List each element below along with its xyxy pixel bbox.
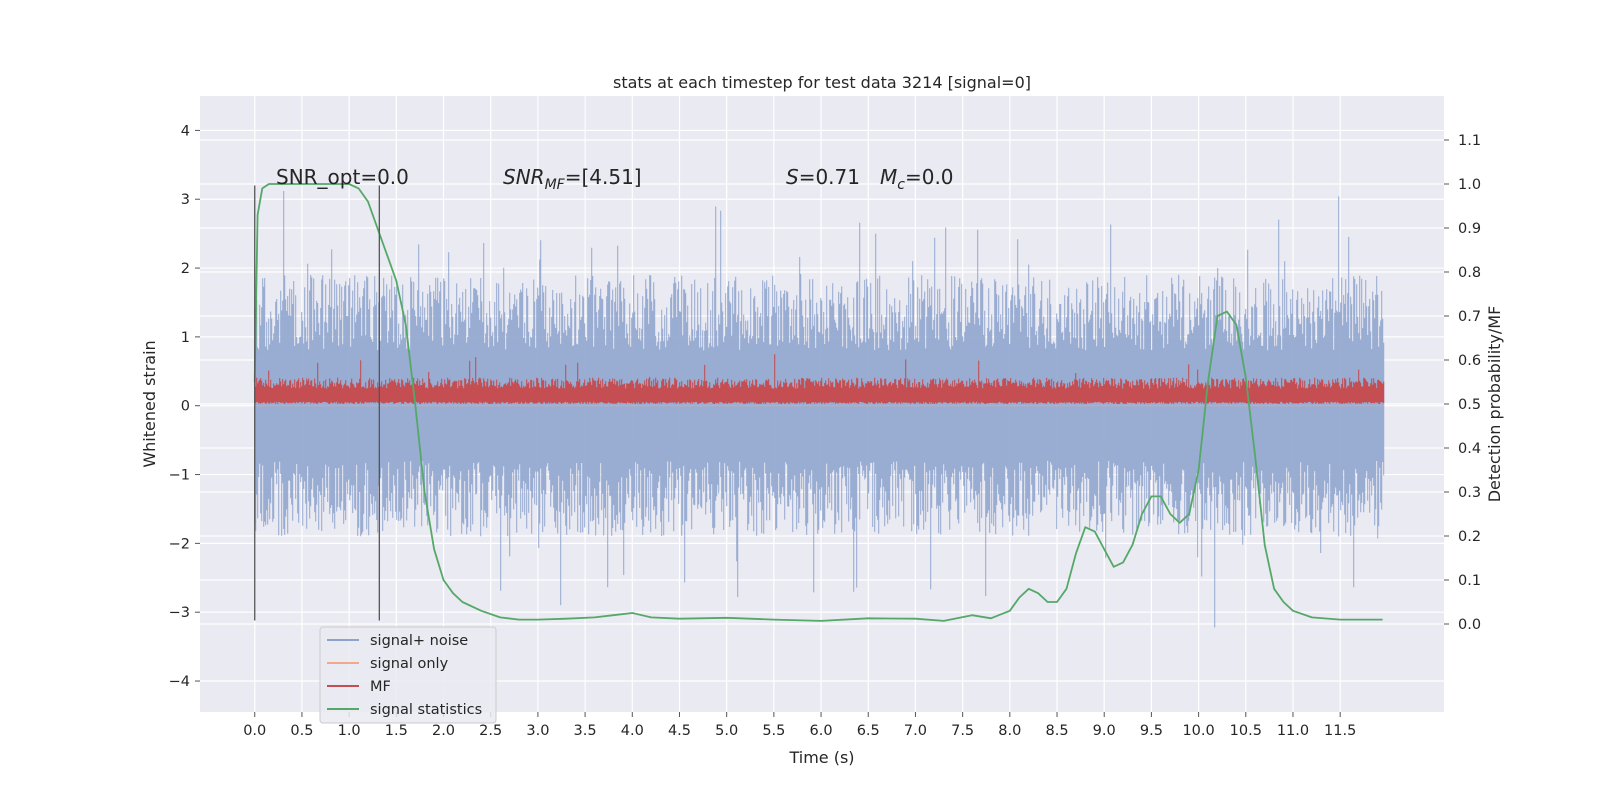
x-tick-label: 4.5 xyxy=(668,723,691,739)
x-tick-label: 5.5 xyxy=(762,723,785,739)
x-tick-label: 2.5 xyxy=(479,723,502,739)
x-tick-label: 9.0 xyxy=(1093,723,1116,739)
y2-tick-label: 0.6 xyxy=(1458,353,1481,369)
y2-tick-label: 0.5 xyxy=(1458,397,1481,413)
x-tick-label: 0.0 xyxy=(243,723,266,739)
y-tick-label: 4 xyxy=(181,123,190,139)
mc-value: =0.0 xyxy=(905,165,954,189)
chart-title: stats at each timestep for test data 321… xyxy=(613,73,1031,92)
annotations: SNR_opt=0.0 SNRMF=[4.51] S=0.71 Mc=0.0 xyxy=(276,165,954,193)
x-tick-label: 9.5 xyxy=(1140,723,1163,739)
x-tick-label: 11.0 xyxy=(1277,723,1309,739)
legend: signal+ noise signal only MF signal stat… xyxy=(319,626,497,724)
y-tick-label: 1 xyxy=(181,330,190,346)
y2-tick-label: 0.7 xyxy=(1458,309,1481,325)
signal-statistics-series xyxy=(253,183,1383,622)
x-tick-label: 10.5 xyxy=(1230,723,1262,739)
y2-axis-title: Detection probability/MF xyxy=(1485,306,1504,503)
x-tick-label: 7.0 xyxy=(904,723,927,739)
mc-symbol: M xyxy=(880,165,897,189)
vlines xyxy=(254,185,380,621)
y2-tick-label: 0.1 xyxy=(1458,573,1481,589)
snr-mf-value: =[4.51] xyxy=(565,165,642,189)
y-tick-label: −2 xyxy=(169,536,190,552)
x-tick-label: 1.5 xyxy=(385,723,408,739)
x-tick-label: 4.0 xyxy=(621,723,644,739)
y-tick-label: 2 xyxy=(181,261,190,277)
x-tick-label: 5.0 xyxy=(715,723,738,739)
annotation-snr-opt: SNR_opt=0.0 xyxy=(276,165,409,189)
y2-tick-label: 0.3 xyxy=(1458,485,1481,501)
annotation-snr-mf: SNRMF=[4.51] xyxy=(503,165,642,193)
y2-tick-label: 0.0 xyxy=(1458,617,1481,633)
annotation-mc: Mc=0.0 xyxy=(880,165,954,193)
y-axis-title: Whitened strain xyxy=(140,340,159,467)
y-tick-label: −3 xyxy=(169,605,190,621)
snr-mf-subscript: MF xyxy=(545,177,566,193)
x-tick-label: 0.5 xyxy=(290,723,313,739)
mc-subscript: c xyxy=(897,177,905,193)
y2-tick-label: 0.2 xyxy=(1458,529,1481,545)
x-tick-label: 8.5 xyxy=(1045,723,1068,739)
x-axis-title: Time (s) xyxy=(788,748,854,767)
legend-label-signal-statistics: signal statistics xyxy=(370,702,482,718)
legend-box xyxy=(319,626,497,724)
y2-tick-label: 1.0 xyxy=(1458,177,1481,193)
y2-tick-label: 0.8 xyxy=(1458,265,1481,281)
x-tick-label: 8.0 xyxy=(998,723,1021,739)
x-tick-label: 6.0 xyxy=(810,723,833,739)
y2-tick-label: 1.1 xyxy=(1458,133,1481,149)
legend-label-signal-only: signal only xyxy=(370,656,449,672)
x-tick-label: 2.0 xyxy=(432,723,455,739)
signal-statistics-line xyxy=(253,183,1383,622)
x-tick-label: 11.5 xyxy=(1324,723,1356,739)
y2-tick-label: 0.9 xyxy=(1458,221,1481,237)
y-tick-label: 0 xyxy=(181,399,190,415)
legend-label-signal-noise: signal+ noise xyxy=(370,633,468,649)
y-tick-label: 3 xyxy=(181,192,190,208)
legend-label-mf: MF xyxy=(370,679,391,695)
x-tick-label: 10.0 xyxy=(1182,723,1214,739)
x-tick-label: 1.0 xyxy=(338,723,361,739)
s-value: =0.71 xyxy=(799,165,860,189)
y2-tick-label: 0.4 xyxy=(1458,441,1481,457)
x-tick-label: 3.5 xyxy=(574,723,597,739)
s-symbol: S xyxy=(786,165,799,189)
annotation-s: S=0.71 xyxy=(786,165,860,189)
ticks: 0.0 0.5 1.0 1.5 2.0 2.5 3.0 3.5 4.0 4.5 5.0 5.5 6.0 6… xyxy=(169,123,1481,739)
y-tick-label: −4 xyxy=(169,674,190,690)
snr-mf-symbol: SNR xyxy=(503,165,545,189)
x-tick-label: 6.5 xyxy=(857,723,880,739)
x-tick-label: 7.5 xyxy=(951,723,974,739)
x-tick-label: 3.0 xyxy=(526,723,549,739)
y-tick-label: −1 xyxy=(169,468,190,484)
